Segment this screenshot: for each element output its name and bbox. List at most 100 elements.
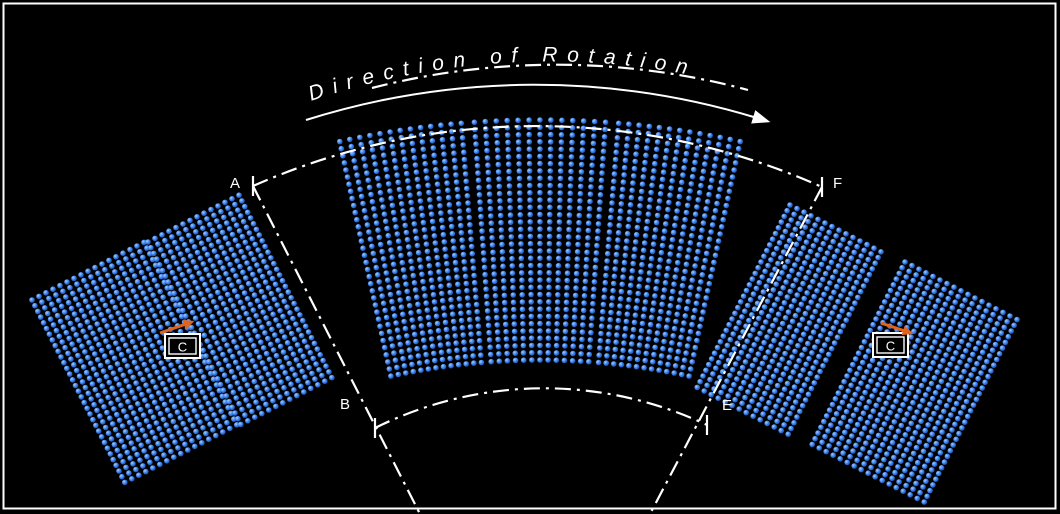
- particle: [546, 284, 552, 291]
- particle: [394, 172, 400, 178]
- particle: [864, 369, 870, 375]
- particle: [528, 313, 535, 320]
- particle: [434, 254, 441, 261]
- particle: [918, 382, 925, 389]
- particle: [455, 354, 461, 361]
- particle: [162, 237, 168, 244]
- particle: [628, 194, 635, 201]
- particle: [958, 288, 964, 294]
- particle: [695, 330, 702, 337]
- particle: [630, 260, 636, 267]
- particle: [785, 222, 792, 229]
- particle: [851, 427, 858, 434]
- particle: [349, 150, 356, 157]
- particle: [588, 184, 594, 190]
- particle: [119, 423, 126, 429]
- particle: [150, 328, 157, 334]
- particle: [494, 314, 500, 321]
- particle: [913, 480, 919, 487]
- particle: [948, 412, 954, 418]
- particle: [414, 294, 420, 301]
- particle: [972, 345, 979, 352]
- particle: [756, 402, 762, 408]
- particle: [256, 232, 263, 238]
- particle: [450, 143, 457, 149]
- particle: [83, 369, 90, 376]
- particle: [720, 216, 726, 223]
- particle: [117, 280, 124, 287]
- particle: [222, 286, 228, 292]
- particle: [430, 145, 437, 151]
- particle: [624, 238, 630, 244]
- particle: [153, 298, 159, 304]
- particle: [648, 366, 655, 372]
- particle: [423, 168, 429, 174]
- particle: [927, 487, 933, 494]
- particle: [823, 357, 829, 363]
- particle: [1005, 333, 1012, 340]
- particle: [120, 458, 126, 465]
- particle: [385, 359, 391, 365]
- particle: [627, 209, 633, 215]
- particle: [920, 397, 926, 404]
- particle: [237, 350, 243, 356]
- particle: [77, 322, 84, 329]
- particle: [928, 380, 935, 387]
- particle: [609, 193, 616, 199]
- center-marker-label: C: [178, 340, 187, 355]
- particle: [973, 396, 980, 403]
- particle: [201, 332, 208, 339]
- particle: [633, 305, 640, 311]
- particle: [379, 197, 385, 203]
- particle: [147, 373, 153, 379]
- particle: [932, 425, 938, 432]
- particle: [614, 332, 620, 338]
- particle: [1014, 316, 1020, 323]
- particle: [199, 389, 206, 395]
- particle: [265, 335, 271, 342]
- particle: [587, 191, 594, 197]
- particle: [130, 410, 137, 416]
- particle: [842, 393, 849, 400]
- particle: [894, 413, 900, 420]
- particle: [519, 292, 525, 298]
- particle: [133, 293, 140, 300]
- particle: [266, 407, 272, 413]
- particle: [777, 326, 783, 333]
- particle: [174, 409, 181, 416]
- particle: [821, 342, 828, 348]
- particle: [548, 131, 554, 138]
- particle: [661, 338, 667, 345]
- particle: [488, 227, 495, 234]
- particle: [128, 318, 134, 324]
- particle: [888, 424, 895, 431]
- particle: [262, 279, 269, 286]
- particle: [475, 170, 481, 176]
- particle: [567, 197, 573, 204]
- particle: [922, 341, 928, 348]
- particle: [134, 365, 141, 371]
- particle: [537, 233, 543, 240]
- particle: [982, 343, 989, 350]
- particle: [240, 269, 246, 276]
- particle: [151, 277, 158, 284]
- particle: [784, 416, 790, 423]
- particle: [231, 374, 238, 381]
- particle: [743, 409, 749, 416]
- particle: [260, 309, 267, 316]
- particle: [694, 204, 700, 210]
- particle: [96, 341, 102, 348]
- particle: [232, 410, 238, 416]
- particle: [691, 352, 697, 358]
- particle: [407, 354, 414, 361]
- particle: [173, 260, 180, 267]
- particle: [622, 252, 629, 259]
- particle: [205, 287, 211, 294]
- particle: [130, 461, 136, 467]
- particle: [817, 333, 824, 339]
- particle: [773, 281, 779, 288]
- particle: [388, 336, 394, 342]
- particle: [497, 205, 504, 211]
- particle: [270, 347, 277, 353]
- particle: [242, 325, 248, 332]
